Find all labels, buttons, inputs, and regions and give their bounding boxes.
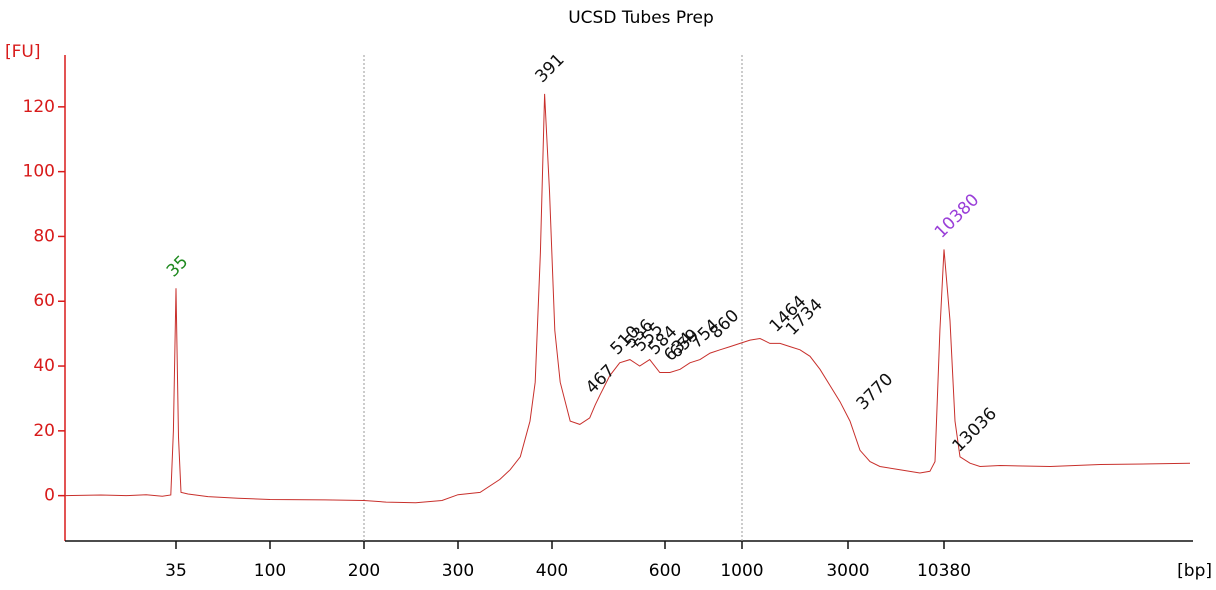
x-tick-label: 200: [348, 561, 380, 581]
y-tick-label: 40: [33, 356, 55, 376]
y-tick-label: 120: [23, 97, 55, 117]
chart-title: UCSD Tubes Prep: [568, 8, 714, 28]
x-tick-label: 300: [442, 561, 474, 581]
x-tick-label: 3000: [826, 561, 869, 581]
x-tick-label: 35: [165, 561, 187, 581]
peak-label: 10380: [931, 190, 983, 242]
y-tick-label: 100: [23, 162, 55, 182]
peak-label: 467: [582, 361, 619, 398]
x-tick-label: 100: [254, 561, 286, 581]
y-tick-label: 60: [33, 291, 55, 311]
y-tick-label: 20: [33, 421, 55, 441]
x-tick-label: 1000: [720, 561, 763, 581]
y-tick-label: 80: [33, 226, 55, 246]
trace: [64, 93, 1191, 504]
x-axis-label: [bp]: [1177, 561, 1212, 581]
peak-label: 3770: [853, 369, 898, 414]
x-tick-label: 400: [536, 561, 568, 581]
y-tick-label: 0: [44, 486, 55, 506]
x-tick-label: 600: [649, 561, 681, 581]
y-axis-label: [FU]: [5, 42, 41, 62]
peak-label: 35: [163, 252, 192, 281]
x-tick-label: 10380: [917, 561, 971, 581]
peak-label: 391: [531, 50, 568, 87]
